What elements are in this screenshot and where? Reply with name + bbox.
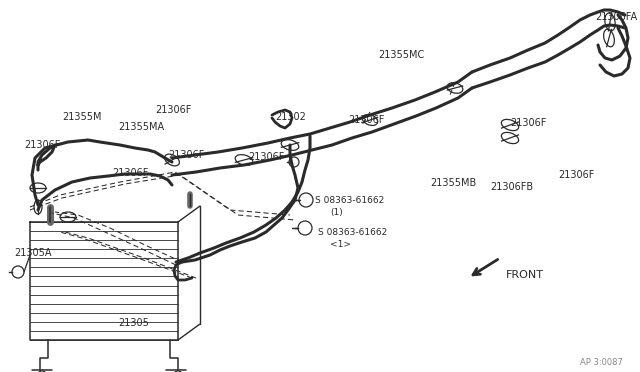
Text: S 08363-61662: S 08363-61662 — [318, 228, 387, 237]
Text: S 08363-61662: S 08363-61662 — [315, 196, 384, 205]
Text: 21355M: 21355M — [62, 112, 102, 122]
Text: 21305: 21305 — [118, 318, 149, 328]
Text: 21306FA: 21306FA — [595, 12, 637, 22]
Text: <1>: <1> — [330, 240, 351, 249]
Text: 21305A: 21305A — [14, 248, 51, 258]
Text: 21306F: 21306F — [348, 115, 385, 125]
Text: 21306F: 21306F — [155, 105, 191, 115]
Text: 21355MC: 21355MC — [378, 50, 424, 60]
Text: 21306F: 21306F — [558, 170, 595, 180]
Text: 21306F: 21306F — [24, 140, 60, 150]
Text: FRONT: FRONT — [506, 270, 544, 280]
Text: (1): (1) — [330, 208, 343, 217]
Text: 21355MB: 21355MB — [430, 178, 476, 188]
Text: 21306FB: 21306FB — [490, 182, 533, 192]
Text: AP 3:0087: AP 3:0087 — [580, 358, 623, 367]
Text: 21302: 21302 — [275, 112, 306, 122]
Text: 21306F: 21306F — [248, 152, 284, 162]
Text: 21306F: 21306F — [510, 118, 547, 128]
Text: 21306F: 21306F — [168, 150, 204, 160]
Text: 21306F: 21306F — [112, 168, 148, 178]
Text: 21355MA: 21355MA — [118, 122, 164, 132]
